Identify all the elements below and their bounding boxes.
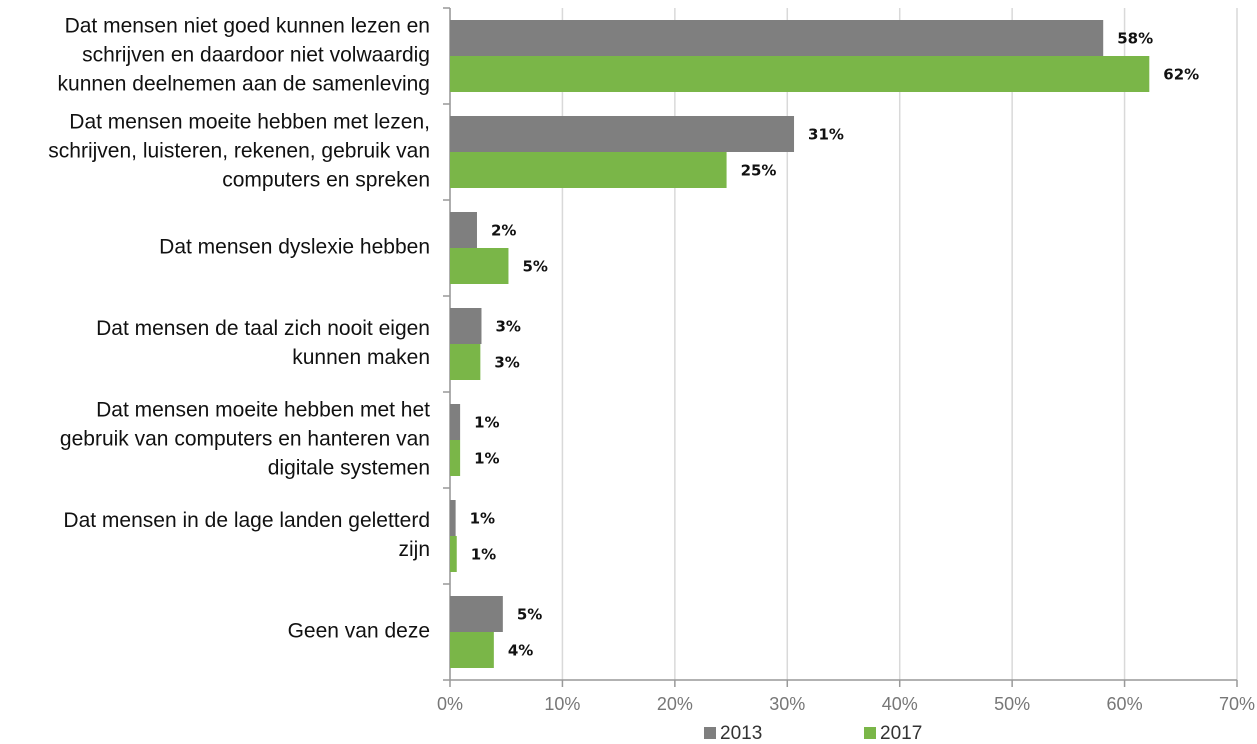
value-label: 1% (474, 414, 499, 432)
legend-label: 2017 (880, 723, 922, 744)
category-label: Dat mensen niet goed kunnen lezen en (65, 15, 430, 38)
value-label: 1% (470, 510, 495, 528)
category-label: Dat mensen moeite hebben met lezen, (69, 111, 430, 134)
bar (450, 20, 1104, 56)
category-label: schrijven, luisteren, rekenen, gebruik v… (48, 140, 430, 163)
bar (450, 152, 727, 188)
value-label: 62% (1163, 66, 1199, 84)
category-label: Dat mensen dyslexie hebben (159, 236, 430, 259)
value-label: 1% (474, 450, 499, 468)
category-label: kunnen maken (292, 346, 430, 369)
category-label: computers en spreken (222, 169, 430, 192)
value-label: 1% (471, 546, 496, 564)
x-tick-label: 10% (544, 694, 580, 714)
value-label: 58% (1117, 30, 1153, 48)
bar (450, 500, 456, 536)
legend-label: 2013 (720, 723, 762, 744)
x-tick-label: 40% (882, 694, 918, 714)
bar (450, 536, 457, 572)
category-label: zijn (398, 538, 430, 561)
value-label: 5% (517, 606, 542, 624)
category-label: gebruik van computers en hanteren van (60, 428, 430, 451)
category-label: Dat mensen de taal zich nooit eigen (96, 317, 430, 340)
x-tick-label: 60% (1107, 694, 1143, 714)
bar (450, 248, 509, 284)
x-tick-label: 70% (1219, 694, 1255, 714)
value-label: 25% (741, 162, 777, 180)
bar (450, 440, 461, 476)
category-label: kunnen deelnemen aan de samenleving (58, 73, 430, 96)
category-label: digitale systemen (268, 457, 430, 480)
value-label: 4% (508, 642, 533, 660)
x-tick-label: 30% (769, 694, 805, 714)
bar (450, 404, 461, 440)
category-label: Dat mensen moeite hebben met het (96, 399, 430, 422)
value-label: 2% (491, 222, 516, 240)
value-label: 31% (808, 126, 844, 144)
value-label: 3% (495, 318, 520, 336)
x-tick-label: 50% (994, 694, 1030, 714)
legend-swatch (704, 727, 716, 739)
bar (450, 596, 503, 632)
legend-swatch (864, 727, 876, 739)
bar (450, 632, 494, 668)
category-label: Dat mensen in de lage landen geletterd (63, 509, 430, 532)
bar (450, 212, 477, 248)
bar (450, 308, 482, 344)
value-label: 5% (522, 258, 547, 276)
x-tick-label: 20% (657, 694, 693, 714)
bar (450, 56, 1150, 92)
x-tick-label: 0% (437, 694, 463, 714)
bar (450, 116, 795, 152)
category-label: schrijven en daardoor niet volwaardig (82, 44, 430, 67)
value-label: 3% (494, 354, 519, 372)
category-label: Geen van deze (288, 620, 430, 643)
bar (450, 344, 481, 380)
